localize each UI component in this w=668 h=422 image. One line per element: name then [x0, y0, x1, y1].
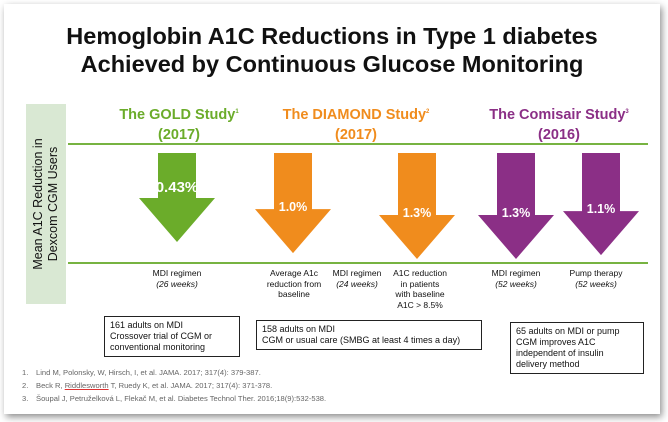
- box-gold-line-2: Crossover trial of CGM or: [110, 331, 213, 341]
- study-year-comisair: (2016): [538, 126, 580, 143]
- caption-gold-mdi-weeks: (26 weeks): [156, 278, 198, 289]
- caption-diamond-high-line-2: in patients: [400, 278, 440, 289]
- caption-diamond-high-line-1: A1C reduction: [393, 268, 447, 278]
- study-ref-gold: 1: [235, 109, 239, 115]
- caption-gold-mdi-label: MDI regimen: [152, 268, 202, 278]
- caption-diamond-mdi: MDI regimen (24 weeks): [326, 268, 388, 289]
- caption-comisair-pump: Pump therapy (52 weeks): [556, 268, 636, 289]
- caption-comisair-pump-weeks: (52 weeks): [575, 278, 617, 289]
- y-axis-label-panel: [26, 104, 66, 304]
- top-rule: [68, 143, 648, 145]
- reduction-arrow-3: [379, 153, 455, 259]
- box-diamond-line-1: 158 adults on MDI: [262, 324, 336, 334]
- caption-diamond-avg-line-1: Average A1c: [269, 268, 319, 278]
- reduction-value-label-1: 0.43%: [156, 179, 199, 196]
- caption-diamond-mdi-label: MDI regimen: [332, 268, 382, 278]
- study-heading-comisair: The Comisair Study3 (2016): [474, 102, 644, 145]
- reduction-value-label-3: 1.3%: [403, 206, 432, 220]
- caption-diamond-avg: Average A1c reduction from baseline: [254, 268, 334, 300]
- reduction-arrow-1: [139, 153, 215, 242]
- caption-diamond-avg-line-2: reduction from: [266, 278, 322, 289]
- box-comisair-line-3: independent of insulin: [516, 348, 604, 358]
- box-comisair-line-2: CGM improves A1C: [516, 337, 596, 347]
- reduction-value-label-2: 1.0%: [279, 200, 308, 214]
- slide: Hemoglobin A1C Reductions in Type 1 diab…: [4, 4, 660, 414]
- caption-comisair-mdi: MDI regimen (52 weeks): [476, 268, 556, 289]
- reduction-arrow-2: [255, 153, 331, 254]
- study-ref-comisair: 3: [625, 109, 629, 115]
- box-diamond-description: 158 adults on MDI CGM or usual care (SMB…: [256, 320, 482, 350]
- title-line-1: Hemoglobin A1C Reductions in Type 1 diab…: [66, 23, 598, 49]
- reference-2: 2. Beck R, Riddlesworth T, Ruedy K, et al…: [22, 379, 326, 392]
- reference-2-underlined-word: Riddlesworth: [64, 381, 109, 390]
- reference-3-text: Šoupal J, Petruželková L, Flekač M, et a…: [36, 394, 327, 403]
- references: 1. Lind M, Polonsky, W, Hirsch, I, et al.…: [22, 366, 326, 405]
- box-comisair-description: 65 adults on MDI or pump CGM improves A1…: [510, 322, 644, 374]
- study-ref-diamond: 2: [426, 109, 430, 115]
- reference-2-text-post: T, Ruedy K, et al. JAMA. 2017; 317(4): 3…: [108, 381, 273, 390]
- reference-3: 3. Šoupal J, Petruželková L, Flekač M, et…: [22, 392, 326, 405]
- study-heading-gold: The GOLD Study1 (2017): [104, 102, 254, 145]
- arrow-chart: 0.43% 1.0% 1.3% 1.3% 1.1%: [139, 153, 639, 259]
- study-name-diamond: The DIAMOND Study: [282, 106, 427, 123]
- box-gold-description: 161 adults on MDI Crossover trial of CGM…: [104, 316, 240, 357]
- slide-title: Hemoglobin A1C Reductions in Type 1 diab…: [4, 22, 660, 78]
- reference-1-number: 1.: [22, 368, 29, 377]
- box-diamond-line-2: CGM or usual care (SMBG at least 4 times…: [262, 335, 461, 345]
- reference-1-text: Lind M, Polonsky, W, Hirsch, I, et al. J…: [36, 368, 261, 377]
- reference-1: 1. Lind M, Polonsky, W, Hirsch, I, et al.…: [22, 366, 326, 379]
- study-name-gold: The GOLD Study: [119, 106, 236, 123]
- study-year-diamond: (2017): [335, 126, 377, 143]
- reduction-arrow-5: [563, 153, 639, 256]
- reference-2-text-pre: Beck R,: [36, 381, 65, 390]
- box-gold-line-1: 161 adults on MDI: [110, 320, 184, 330]
- reduction-value-label-5: 1.1%: [587, 202, 616, 216]
- caption-diamond-high-line-4: A1C > 8.5%: [397, 299, 443, 310]
- reference-3-number: 3.: [22, 394, 29, 403]
- bottom-rule: [68, 262, 648, 264]
- caption-gold-mdi: MDI regimen (26 weeks): [122, 268, 232, 289]
- study-heading-diamond: The DIAMOND Study2 (2017): [266, 102, 446, 145]
- reference-2-number: 2.: [22, 381, 29, 390]
- box-gold-line-3: conventional monitoring: [110, 342, 206, 352]
- caption-diamond-avg-line-3: baseline: [278, 289, 310, 299]
- caption-comisair-mdi-label: MDI regimen: [491, 268, 541, 278]
- reduction-arrow-4: [478, 153, 554, 259]
- study-year-gold: (2017): [158, 126, 200, 143]
- box-comisair-line-1: 65 adults on MDI or pump: [516, 326, 620, 336]
- reduction-value-label-4: 1.3%: [502, 206, 531, 220]
- caption-diamond-mdi-weeks: (24 weeks): [336, 278, 378, 289]
- title-line-2: Achieved by Continuous Glucose Monitorin…: [80, 51, 584, 77]
- caption-diamond-high: A1C reduction in patients with baseline …: [380, 268, 460, 310]
- caption-comisair-mdi-weeks: (52 weeks): [495, 278, 537, 289]
- caption-diamond-high-line-3: with baseline: [395, 289, 445, 299]
- study-name-comisair: The Comisair Study: [489, 106, 626, 123]
- caption-comisair-pump-label: Pump therapy: [569, 268, 623, 278]
- box-comisair-line-4: delivery method: [516, 359, 580, 369]
